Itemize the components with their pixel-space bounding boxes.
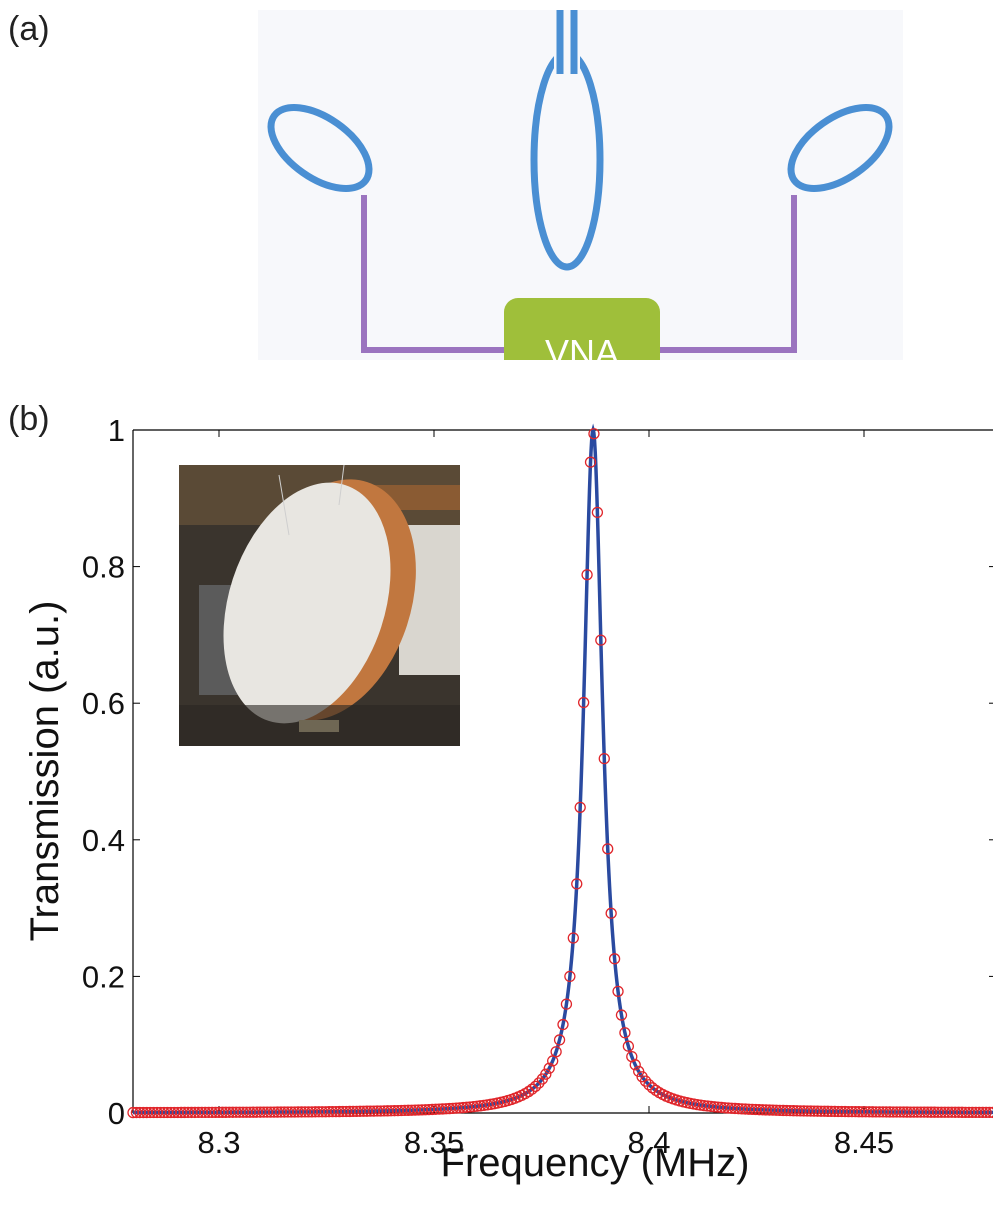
data-point (612, 985, 624, 997)
data-point (540, 1068, 552, 1080)
x-axis-title: Frequency (MHz) (441, 1141, 750, 1185)
data-point (643, 1079, 655, 1091)
left-cable (361, 195, 510, 353)
x-tick-label: 8.3 (197, 1125, 240, 1160)
foam-disk (223, 482, 391, 724)
y-axis-title: Transmission (a.u.) (23, 601, 67, 942)
data-point (980, 1106, 992, 1119)
y-tick-label: 0.2 (82, 959, 125, 994)
data-point (553, 1034, 566, 1046)
panel-label-a: (a) (8, 10, 50, 48)
data-point (622, 1040, 635, 1052)
x-ticks: 8.3 8.35 8.4 8.45 (197, 430, 894, 1160)
data-point (571, 878, 583, 890)
right-coupling-loop-icon (787, 104, 893, 192)
data-point (567, 932, 579, 944)
data-point (602, 843, 614, 855)
data-point (543, 1062, 555, 1074)
vna-label: VNA (545, 332, 619, 360)
data-point (608, 953, 621, 965)
left-coupling-loop-icon (267, 104, 373, 192)
data-point (564, 970, 576, 983)
panel-label-b: (b) (8, 400, 50, 438)
data-point (574, 801, 586, 813)
data-point (605, 907, 617, 919)
data-point (533, 1077, 545, 1089)
hanging-string-1 (278, 474, 290, 536)
data-point (581, 569, 593, 581)
data-point (577, 696, 590, 709)
data-markers (127, 428, 993, 1119)
data-point (526, 1083, 538, 1095)
y-tick-label: 0.8 (82, 550, 125, 585)
x-tick-label: 8.4 (627, 1125, 670, 1160)
data-point (615, 1009, 628, 1021)
coil-photo-inset (179, 465, 460, 746)
data-point (529, 1080, 542, 1092)
data-point (987, 1106, 993, 1119)
data-point (598, 752, 610, 765)
y-ticks: 0 0.2 0.4 0.6 0.8 1 (82, 413, 993, 1131)
y-tick-label: 0.6 (82, 686, 125, 721)
data-point (557, 1018, 569, 1031)
y-tick-label: 0.4 (82, 823, 125, 858)
y-tick-label: 0 (108, 1096, 125, 1131)
x-tick-label: 8.45 (834, 1125, 894, 1160)
data-point (588, 428, 600, 440)
data-point (629, 1059, 641, 1071)
data-point (560, 998, 573, 1010)
y-tick-label: 1 (108, 413, 125, 448)
right-cable (656, 195, 797, 353)
vna-box (504, 298, 660, 360)
hanging-string-2 (338, 465, 345, 506)
transmission-plot: 8.3 8.35 8.4 8.45 0 0.2 0.4 0.6 0.8 1 Frequency … (23, 413, 993, 1185)
x-tick-label: 8.35 (404, 1125, 464, 1160)
data-point (639, 1075, 652, 1087)
photo-floor-shadow (179, 705, 460, 746)
data-point (550, 1046, 562, 1058)
data-point (584, 456, 597, 468)
data-point (595, 634, 607, 646)
data-point (983, 1106, 993, 1119)
data-point (591, 506, 604, 519)
data-point (619, 1027, 631, 1039)
setup-diagram: VNA (258, 10, 903, 360)
